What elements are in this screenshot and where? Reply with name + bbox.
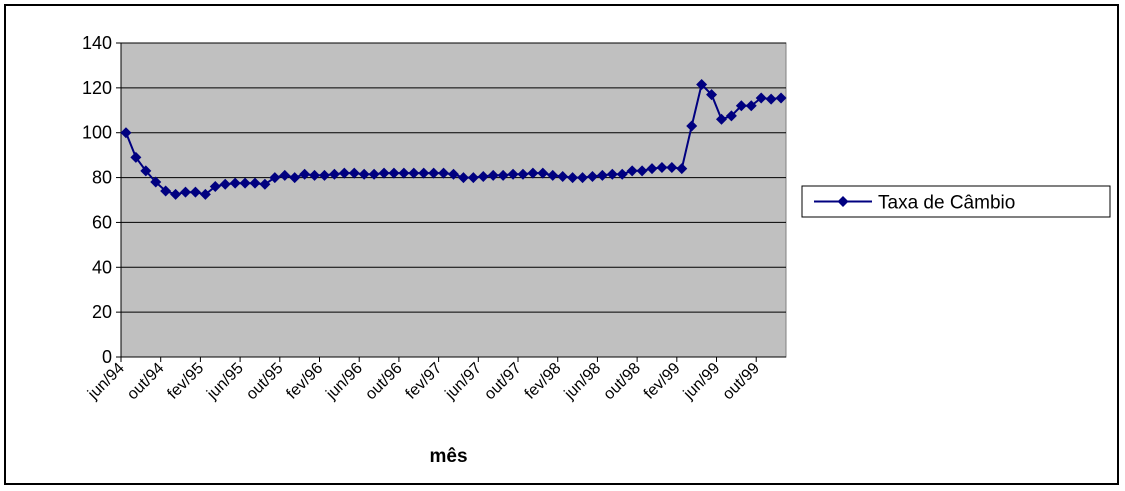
data-point-marker	[289, 172, 301, 184]
data-point-marker	[408, 167, 420, 179]
y-tick-label: 0	[102, 347, 112, 367]
y-tick-label: 140	[82, 33, 112, 53]
data-point-marker	[775, 92, 787, 104]
data-point-marker	[448, 168, 459, 180]
x-tick-label: jun/97	[442, 360, 486, 404]
data-point-marker	[189, 186, 201, 198]
data-point-marker	[596, 169, 608, 181]
x-tick-label: fev/96	[283, 360, 326, 403]
data-point-marker	[269, 172, 281, 184]
data-point-marker	[656, 161, 668, 173]
x-tick-label: out/97	[481, 360, 525, 404]
data-point-marker	[358, 168, 370, 180]
data-point-marker	[259, 178, 271, 190]
data-point-marker	[537, 167, 549, 179]
data-point-marker	[180, 186, 192, 198]
data-point-marker	[567, 172, 579, 184]
x-tick-label: fev/95	[164, 360, 207, 403]
data-point-marker	[249, 177, 261, 189]
data-point-marker	[676, 163, 688, 175]
data-point-marker	[299, 168, 311, 180]
data-point-marker	[130, 151, 142, 163]
data-point-marker	[457, 172, 469, 184]
x-tick-label: out/94	[124, 360, 168, 404]
data-point-marker	[160, 185, 172, 197]
chart-frame: 0 20 40 60 80 100 120 140 jun/94 out/94 fev/95 jun/…	[4, 4, 1119, 485]
data-point-marker	[279, 169, 291, 181]
data-point-marker	[735, 100, 747, 112]
data-point-marker	[725, 110, 737, 122]
data-point-marker	[467, 172, 479, 184]
x-tick-label: out/98	[600, 360, 644, 404]
data-point-marker	[418, 167, 430, 179]
data-point-marker	[686, 120, 698, 132]
y-tick-label: 40	[92, 257, 112, 277]
data-point-marker	[318, 169, 330, 181]
x-tick-label: jun/99	[680, 360, 724, 404]
data-point-marker	[666, 161, 678, 173]
data-point-marker	[557, 170, 569, 182]
data-point-marker	[715, 113, 727, 125]
line-chart: 020406080100120140jun/94out/94fev/95jun/…	[82, 33, 1111, 467]
legend-swatch-marker	[837, 196, 849, 207]
data-point-marker	[487, 169, 499, 181]
y-tick-label: 120	[82, 78, 112, 98]
x-tick-label: out/99	[720, 360, 764, 404]
data-point-marker	[428, 167, 440, 179]
data-point-marker	[527, 167, 539, 179]
y-tick-label: 100	[82, 123, 112, 143]
x-tick-label: jun/98	[561, 360, 605, 404]
data-point-marker	[745, 100, 757, 112]
data-point-marker	[338, 167, 350, 179]
y-tick-label: 20	[92, 302, 112, 322]
data-point-marker	[606, 168, 618, 180]
y-tick-label: 60	[92, 212, 112, 232]
legend-label: Taxa de Câmbio	[878, 193, 1015, 214]
data-point-marker	[616, 168, 628, 180]
data-point-marker	[348, 167, 360, 179]
data-point-marker	[150, 176, 162, 188]
data-point-marker	[477, 170, 489, 182]
data-point-marker	[388, 167, 400, 179]
x-tick-label: fev/98	[522, 360, 565, 403]
data-point-marker	[328, 168, 340, 180]
data-point-marker	[309, 169, 321, 181]
data-point-marker	[577, 172, 589, 184]
data-point-marker	[626, 165, 638, 177]
data-point-marker	[517, 168, 529, 180]
data-point-marker	[239, 177, 251, 189]
x-tick-label: jun/95	[203, 360, 247, 404]
data-point-marker	[765, 93, 777, 105]
plot-area	[120, 42, 787, 358]
data-point-marker	[646, 163, 658, 175]
data-point-marker	[229, 177, 241, 189]
data-point-marker	[547, 169, 559, 181]
data-point-marker	[170, 188, 182, 200]
x-tick-label: out/95	[243, 360, 287, 404]
data-point-marker	[696, 78, 708, 90]
data-point-marker	[219, 178, 231, 190]
data-point-marker	[636, 165, 648, 177]
data-point-marker	[378, 167, 390, 179]
data-point-marker	[438, 167, 450, 179]
x-tick-label: fev/99	[641, 360, 684, 403]
data-point-marker	[140, 165, 152, 177]
data-point-marker	[199, 188, 211, 200]
data-point-marker	[209, 181, 221, 193]
data-point-marker	[368, 168, 380, 180]
x-tick-label: jun/96	[322, 360, 366, 404]
y-tick-label: 80	[92, 168, 112, 188]
data-point-marker	[507, 168, 519, 180]
data-point-marker	[497, 169, 509, 181]
data-point-marker	[755, 92, 767, 104]
x-tick-label: out/96	[362, 360, 406, 404]
data-point-marker	[586, 170, 598, 182]
x-tick-label: fev/97	[403, 360, 446, 403]
data-point-marker	[398, 167, 410, 179]
x-axis-title: mês	[429, 446, 467, 467]
data-point-marker	[706, 89, 718, 101]
